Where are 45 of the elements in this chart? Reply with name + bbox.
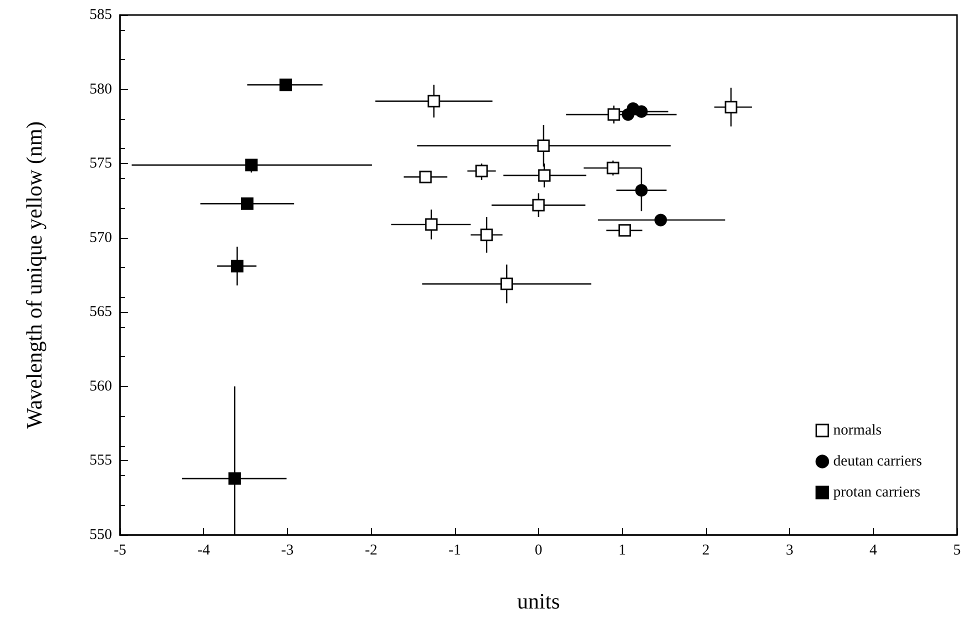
x-axis-title: units (517, 588, 560, 614)
x-tick-label: 3 (786, 542, 794, 558)
y-tick-label: 585 (90, 7, 112, 23)
point (240, 197, 254, 210)
x-tick-label: -4 (197, 542, 210, 558)
x-tick-label: 5 (953, 542, 961, 558)
point (500, 278, 513, 290)
x-tick-label: -2 (364, 542, 378, 558)
x-tick-label: -1 (448, 542, 462, 558)
point (537, 139, 550, 152)
x-tick-label: 0 (534, 542, 542, 558)
point (425, 218, 438, 231)
point (228, 472, 241, 485)
y-tick-label: 570 (90, 230, 112, 246)
point (532, 198, 545, 212)
point (419, 170, 432, 184)
point (635, 184, 648, 197)
x-tick-label: 4 (870, 542, 878, 558)
point (480, 228, 493, 242)
y-tick-label: 580 (90, 81, 112, 98)
point (475, 164, 488, 178)
y-tick-label: 550 (90, 527, 112, 543)
point (245, 158, 258, 172)
point (608, 108, 620, 121)
point (538, 169, 551, 182)
y-tick-label: 560 (90, 378, 112, 394)
x-tick-label: 2 (702, 542, 710, 558)
point (618, 224, 631, 237)
point (724, 100, 738, 114)
point (230, 260, 244, 272)
y-axis-title: Wavelength of unique yellow (nm) (22, 121, 46, 429)
x-tick-label: -3 (281, 542, 294, 558)
point (428, 94, 440, 108)
legend-label: deutan carriers (833, 454, 922, 470)
x-tick-label: -5 (114, 542, 126, 558)
legend-label: protan carriers (833, 484, 920, 500)
point (654, 214, 667, 226)
point (279, 78, 292, 92)
y-tick-label: 575 (90, 156, 112, 172)
point (635, 105, 648, 118)
y-tick-label: 555 (90, 452, 112, 469)
x-tick-label: 1 (618, 542, 626, 558)
point (606, 162, 620, 174)
y-tick-label: 565 (90, 304, 112, 320)
legend-label: normals (833, 422, 882, 438)
